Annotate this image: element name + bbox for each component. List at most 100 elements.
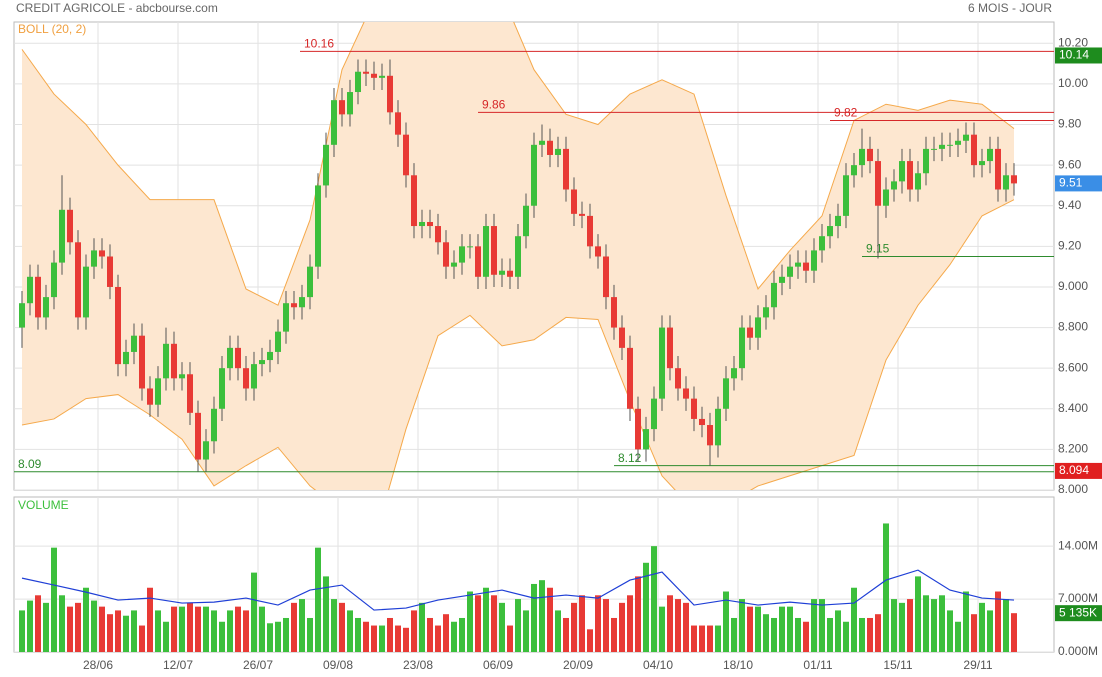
candle-body [611, 297, 617, 328]
volume-bar [979, 602, 985, 652]
volume-bar [859, 617, 865, 652]
volume-bar [339, 602, 345, 652]
volume-bar [491, 595, 497, 652]
candle-body [227, 347, 233, 369]
candle-body [707, 425, 713, 446]
volume-bar [467, 591, 473, 652]
y-tick-label: 9.80 [1058, 117, 1082, 131]
volume-bar [1011, 613, 1017, 652]
candle-body [579, 213, 585, 216]
volume-bar [635, 576, 641, 652]
candle-body [51, 262, 57, 298]
volume-bar [707, 625, 713, 652]
volume-bar [75, 602, 81, 652]
candle-body [435, 226, 441, 243]
candle-body [491, 226, 497, 275]
candle-body [667, 327, 673, 369]
level-label: 8.12 [618, 451, 642, 465]
price-badge [1055, 47, 1102, 64]
candle-body [947, 144, 953, 146]
candle-body [739, 327, 745, 369]
volume-bar [323, 576, 329, 652]
volume-bar [587, 629, 593, 652]
volume-bar [971, 614, 977, 652]
volume-bar [835, 610, 841, 652]
volume-bar [475, 595, 481, 652]
volume-bar [995, 591, 1001, 652]
candle-body [363, 71, 369, 74]
volume-bar [595, 595, 601, 652]
candle-body [795, 262, 801, 267]
x-tick-label: 04/10 [643, 658, 673, 672]
candle-body [659, 327, 665, 399]
volume-bar [571, 602, 577, 652]
x-tick-label: 23/08 [403, 658, 433, 672]
candle-body [963, 134, 969, 141]
indicator-label: BOLL (20, 2) [18, 22, 86, 36]
volume-bar [387, 617, 393, 652]
volume-bar [267, 623, 273, 652]
candle-body [819, 236, 825, 251]
y-tick-label: 8.400 [1058, 401, 1088, 415]
volume-bar [91, 600, 97, 652]
y-tick-label: 9.60 [1058, 157, 1082, 171]
candle-body [883, 189, 889, 206]
volume-bar [259, 606, 265, 652]
volume-bar [315, 547, 321, 652]
volume-bar [99, 606, 105, 652]
candle-body [107, 256, 113, 287]
x-tick-label: 29/11 [963, 658, 992, 672]
volume-bar [563, 617, 569, 652]
candle-body [507, 270, 513, 277]
volume-bar [147, 587, 153, 652]
volume-bar [627, 595, 633, 652]
candle-body [163, 343, 169, 379]
candle-body [315, 185, 321, 267]
volume-bar [763, 614, 769, 652]
candle-body [603, 256, 609, 298]
candle-body [515, 236, 521, 277]
volume-bar [219, 621, 225, 652]
candle-body [283, 303, 289, 332]
volume-bar [27, 600, 33, 652]
price-badge-label: 8.094 [1059, 463, 1089, 477]
candle-body [923, 148, 929, 174]
candle-body [771, 282, 777, 308]
candle-body [403, 134, 409, 176]
x-tick-label: 15/11 [883, 658, 912, 672]
volume-bar [731, 617, 737, 652]
candle-body [179, 374, 185, 379]
candle-body [763, 307, 769, 318]
volume-bar [483, 587, 489, 652]
y-tick-label: 0.000M [1058, 644, 1098, 658]
candle-body [443, 242, 449, 267]
volume-bar [699, 625, 705, 652]
chart-title: CREDIT AGRICOLE - abcbourse.com [16, 1, 218, 15]
candle-body [907, 161, 913, 190]
candle-body [683, 388, 689, 399]
candle-body [835, 215, 841, 227]
volume-bar [211, 610, 217, 652]
level-label: 8.09 [18, 457, 42, 471]
price-badge-label: 10.14 [1059, 48, 1089, 62]
volume-bar [499, 602, 505, 652]
candle-body [195, 412, 201, 460]
volume-bar [515, 599, 521, 652]
volume-bar [291, 602, 297, 652]
candle-body [651, 398, 657, 430]
candle-body [91, 250, 97, 267]
volume-bar [947, 610, 953, 652]
volume-bar [35, 595, 41, 652]
candle-body [43, 297, 49, 318]
candle-body [979, 161, 985, 166]
candle-body [67, 209, 73, 243]
candle-body [99, 250, 105, 257]
candle-body [331, 100, 337, 145]
candle-body [267, 351, 273, 361]
volume-bar [643, 562, 649, 652]
volume-bar [755, 606, 761, 652]
volume-bar [923, 595, 929, 652]
y-tick-label: 8.000 [1058, 482, 1088, 496]
candle-body [523, 205, 529, 237]
